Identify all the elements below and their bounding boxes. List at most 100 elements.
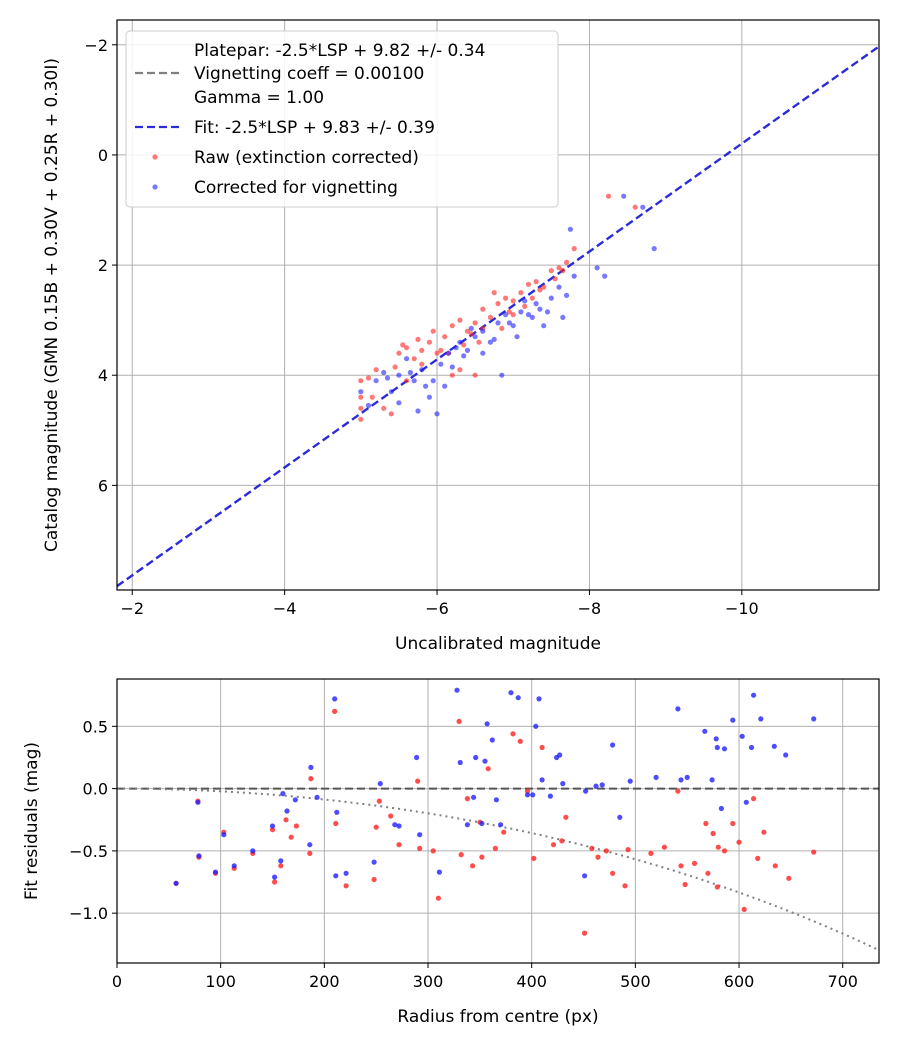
raw-extinction-corrected-point [678, 863, 684, 869]
corrected-for-vignetting-point [508, 690, 514, 696]
corrected-for-vignetting-point [453, 345, 459, 351]
raw-extinction-corrected-point [487, 314, 493, 320]
raw-extinction-corrected-point [510, 312, 516, 318]
corrected-for-vignetting-point [530, 792, 536, 798]
raw-extinction-corrected-point [404, 345, 410, 351]
corrected-for-vignetting-point [334, 809, 340, 815]
raw-extinction-corrected-point [381, 405, 387, 411]
raw-extinction-corrected-point [415, 778, 421, 784]
y-tick-label-4: 4 [98, 366, 108, 385]
corrected-for-vignetting-point [414, 754, 420, 761]
raw-extinction-corrected-point [529, 295, 535, 301]
y-tick-label-2: −2 [84, 36, 108, 55]
corrected-for-vignetting-point [560, 781, 566, 787]
raw-extinction-corrected-point [358, 416, 364, 422]
legend-corrected-marker [152, 184, 158, 190]
y-tick-label-1-0: −1.0 [69, 904, 108, 923]
raw-extinction-corrected-point [358, 394, 364, 400]
corrected-for-vignetting-point [381, 369, 387, 376]
raw-extinction-corrected-point [492, 845, 498, 852]
corrected-for-vignetting-point [308, 764, 314, 771]
corrected-for-vignetting-point [498, 822, 504, 828]
corrected-for-vignetting-point [196, 853, 202, 859]
corrected-for-vignetting-point [493, 797, 499, 803]
corrected-for-vignetting-point [417, 832, 423, 838]
corrected-for-vignetting-point [495, 320, 501, 326]
raw-extinction-corrected-point [293, 823, 299, 829]
raw-extinction-corrected-point [714, 884, 720, 890]
x-tick-label-4: −4 [273, 599, 297, 618]
corrected-for-vignetting-point [278, 858, 284, 864]
corrected-for-vignetting-point [524, 792, 531, 798]
raw-extinction-corrected-point [564, 259, 570, 265]
corrected-for-vignetting-point [457, 339, 463, 345]
corrected-for-vignetting-point [415, 408, 421, 414]
corrected-for-vignetting-point [533, 301, 539, 307]
x-tick-label-6: −6 [425, 599, 449, 618]
corrected-for-vignetting-point [702, 728, 708, 734]
corrected-for-vignetting-point [539, 777, 545, 783]
corrected-for-vignetting-point [307, 842, 313, 848]
raw-extinction-corrected-point [415, 336, 421, 342]
magnitude-plot-points [358, 193, 657, 422]
raw-extinction-corrected-point [438, 347, 444, 353]
corrected-for-vignetting-point [547, 793, 554, 799]
legend-gamma-label: Gamma = 1.00 [194, 88, 324, 108]
raw-extinction-corrected-point [464, 796, 470, 802]
corrected-for-vignetting-point [436, 869, 442, 875]
corrected-for-vignetting-point [411, 378, 417, 384]
corrected-for-vignetting-point [675, 706, 681, 712]
corrected-for-vignetting-point [377, 781, 383, 787]
y-tick-label-0-0: 0.0 [83, 780, 108, 799]
corrected-for-vignetting-point [454, 687, 460, 693]
raw-extinction-corrected-point [772, 863, 778, 869]
corrected-for-vignetting-point [333, 873, 339, 879]
legend-vignetting-label: Vignetting coeff = 0.00100 [194, 64, 424, 84]
corrected-for-vignetting-point [407, 369, 413, 376]
corrected-for-vignetting-point [484, 721, 490, 727]
raw-extinction-corrected-point [365, 375, 372, 381]
corrected-for-vignetting-point [684, 774, 690, 781]
raw-extinction-corrected-point [458, 852, 464, 858]
corrected-for-vignetting-point [557, 752, 563, 758]
raw-extinction-corrected-point [485, 766, 491, 772]
raw-extinction-corrected-point [603, 848, 609, 854]
corrected-for-vignetting-point [748, 744, 755, 751]
x-tick-label-2: −2 [120, 599, 144, 618]
corrected-for-vignetting-point [627, 778, 633, 784]
residuals-plot-reference-lines [117, 787, 880, 952]
raw-extinction-corrected-point [396, 842, 402, 848]
corrected-for-vignetting-point [522, 298, 528, 304]
corrected-for-vignetting-point [404, 356, 410, 362]
raw-extinction-corrected-point [470, 863, 476, 869]
raw-extinction-corrected-point [721, 848, 728, 854]
corrected-for-vignetting-point [457, 759, 463, 766]
raw-extinction-corrected-point [419, 361, 425, 367]
raw-extinction-corrected-point [308, 776, 314, 782]
raw-extinction-corrected-point [811, 849, 817, 855]
residuals-plot-y-label: Fit residuals (mag) [22, 742, 42, 900]
raw-extinction-corrected-point [560, 268, 566, 274]
raw-extinction-corrected-point [371, 876, 377, 883]
raw-extinction-corrected-point [491, 290, 497, 296]
raw-extinction-corrected-point [472, 320, 478, 326]
corrected-for-vignetting-point [536, 696, 542, 702]
corrected-for-vignetting-point [358, 389, 364, 395]
raw-extinction-corrected-point [524, 788, 531, 794]
y-tick-label-0-5: −0.5 [69, 842, 108, 861]
y-tick-label-0: 0 [98, 146, 108, 165]
raw-extinction-corrected-point [710, 830, 716, 837]
raw-extinction-corrected-point [525, 281, 532, 287]
x-tick-label-100: 100 [205, 972, 236, 991]
raw-extinction-corrected-point [537, 287, 543, 293]
raw-extinction-corrected-point [419, 347, 425, 353]
corrected-for-vignetting-point [482, 758, 488, 764]
raw-extinction-corrected-point [495, 301, 501, 307]
corrected-for-vignetting-point [442, 383, 448, 389]
magnitude-plot-y-ticks: −2 0 2 4 6 [84, 36, 117, 495]
corrected-for-vignetting-point [811, 716, 817, 722]
raw-extinction-corrected-point [499, 325, 505, 331]
raw-extinction-corrected-point [703, 820, 709, 827]
raw-extinction-corrected-point [622, 883, 628, 889]
raw-extinction-corrected-point [358, 378, 364, 384]
